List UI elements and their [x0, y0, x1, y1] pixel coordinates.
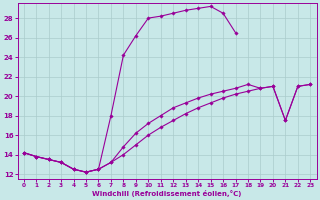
X-axis label: Windchill (Refroidissement éolien,°C): Windchill (Refroidissement éolien,°C)	[92, 190, 242, 197]
